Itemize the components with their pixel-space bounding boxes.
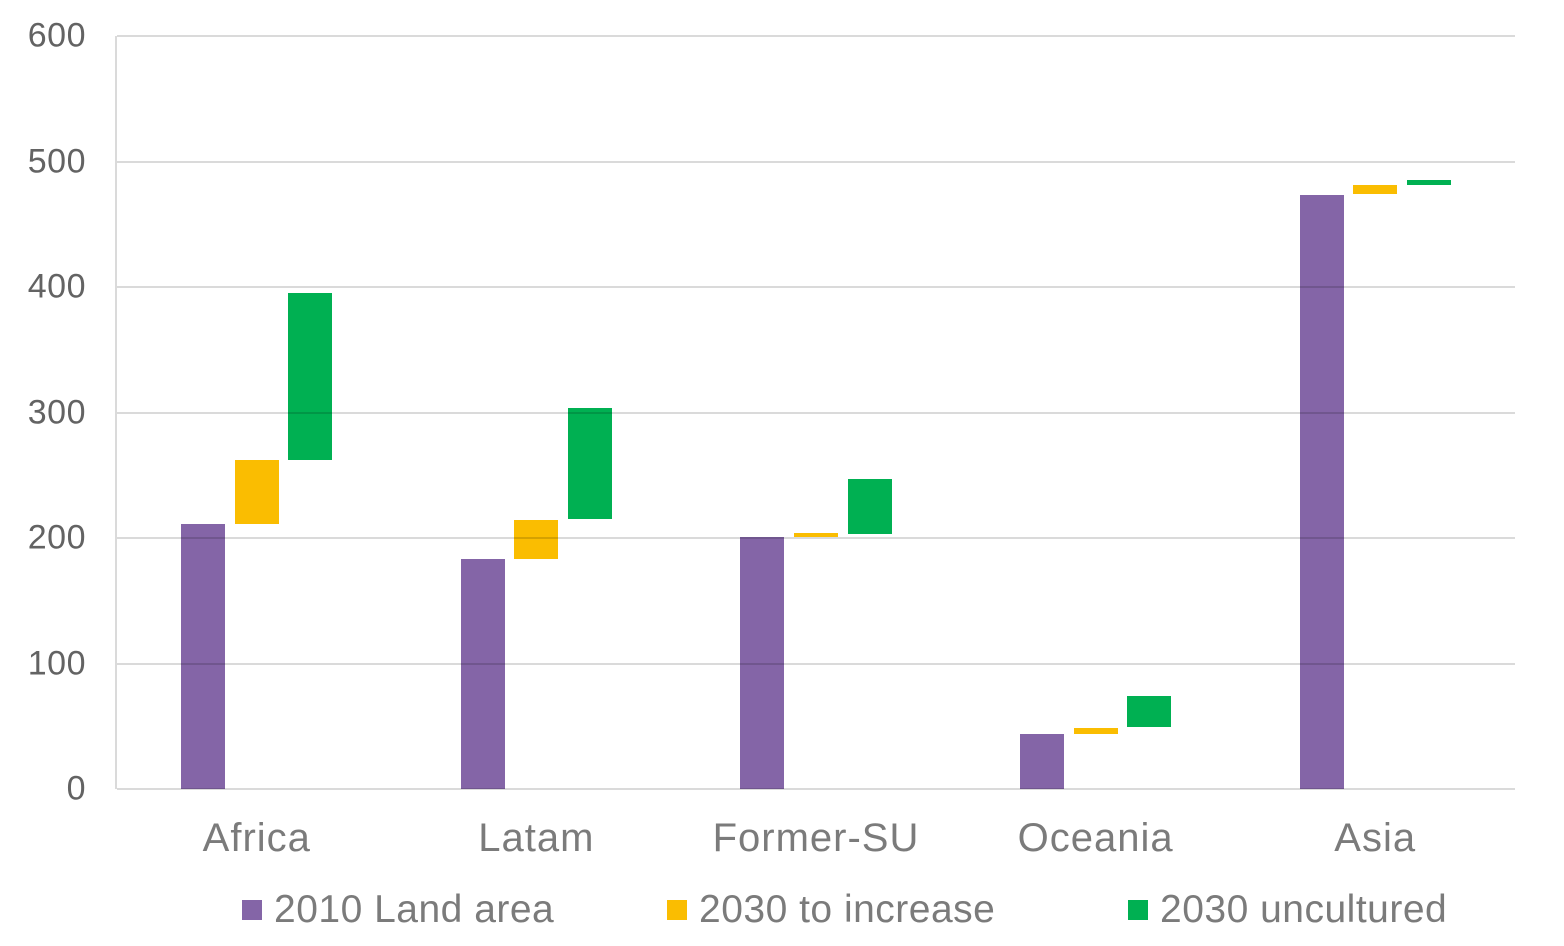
bar-former-su-2030-to-increase <box>794 533 838 537</box>
legend-item-2010-land-area: 2010 Land area <box>242 884 554 936</box>
legend-item-2030-to-increase: 2030 to increase <box>667 884 995 936</box>
bar-asia-2010-land-area <box>1299 195 1344 789</box>
x-axis-label-oceania: Oceania <box>1017 815 1174 860</box>
x-axis-label-latam: Latam <box>478 815 595 860</box>
y-axis-label-200: 200 <box>27 518 86 557</box>
bar-oceania-2010-land-area <box>1020 733 1064 789</box>
bar-africa-2010-land-area <box>181 524 226 789</box>
bar-oceania-2030-uncultured <box>1127 696 1172 728</box>
y-axis-label-300: 300 <box>27 393 86 431</box>
bar-latam-2030-to-increase <box>514 520 559 560</box>
y-axis-label-400: 400 <box>27 267 86 306</box>
legend-swatch-2010-land-area <box>242 900 262 920</box>
gridline-300 <box>117 411 1515 414</box>
y-axis-label-0: 0 <box>66 769 86 808</box>
y-axis-label-100: 100 <box>27 644 86 682</box>
y-axis: 0 100 200 300 400 500 600 <box>0 17 92 808</box>
legend-label: 2030 uncultured <box>1160 888 1448 931</box>
y-axis-line <box>115 36 117 789</box>
bar-former-su-2030-uncultured <box>847 479 892 535</box>
bar-oceania-2030-to-increase <box>1073 727 1118 734</box>
bar-africa-2030-to-increase <box>234 460 279 525</box>
legend-label: 2010 Land area <box>274 888 555 931</box>
gridline-500 <box>117 160 1515 163</box>
legend-swatch-2030-uncultured <box>1128 900 1148 920</box>
legend-label: 2030 to increase <box>699 888 996 931</box>
plot-area <box>115 35 1515 790</box>
gridline-0 <box>117 788 1515 790</box>
gridline-400 <box>117 286 1515 288</box>
bar-asia-2030-uncultured <box>1406 180 1451 186</box>
gridline-600 <box>117 35 1515 37</box>
bar-former-su-2010-land-area <box>740 536 785 789</box>
legend-swatch-2030-to-increase <box>667 900 687 920</box>
gridline-100 <box>117 662 1515 665</box>
legend: 2010 Land area 2030 to increase 2030 unc… <box>0 884 1564 936</box>
x-axis-label-africa: Africa <box>202 815 311 860</box>
bar-latam-2030-uncultured <box>568 407 612 520</box>
bar-africa-2030-uncultured <box>288 293 333 461</box>
bar-latam-2010-land-area <box>460 559 505 789</box>
gridline-200 <box>117 537 1515 539</box>
y-axis-label-500: 500 <box>27 142 86 180</box>
bar-asia-2030-to-increase <box>1353 185 1398 195</box>
x-axis-label-former-su: Former-SU <box>712 815 920 860</box>
x-axis: Africa Latam Former-SU Oceania Asia <box>117 812 1515 864</box>
legend-item-2030-uncultured: 2030 uncultured <box>1128 884 1447 936</box>
x-axis-label-asia: Asia <box>1334 815 1417 860</box>
y-axis-label-600: 600 <box>27 16 86 55</box>
